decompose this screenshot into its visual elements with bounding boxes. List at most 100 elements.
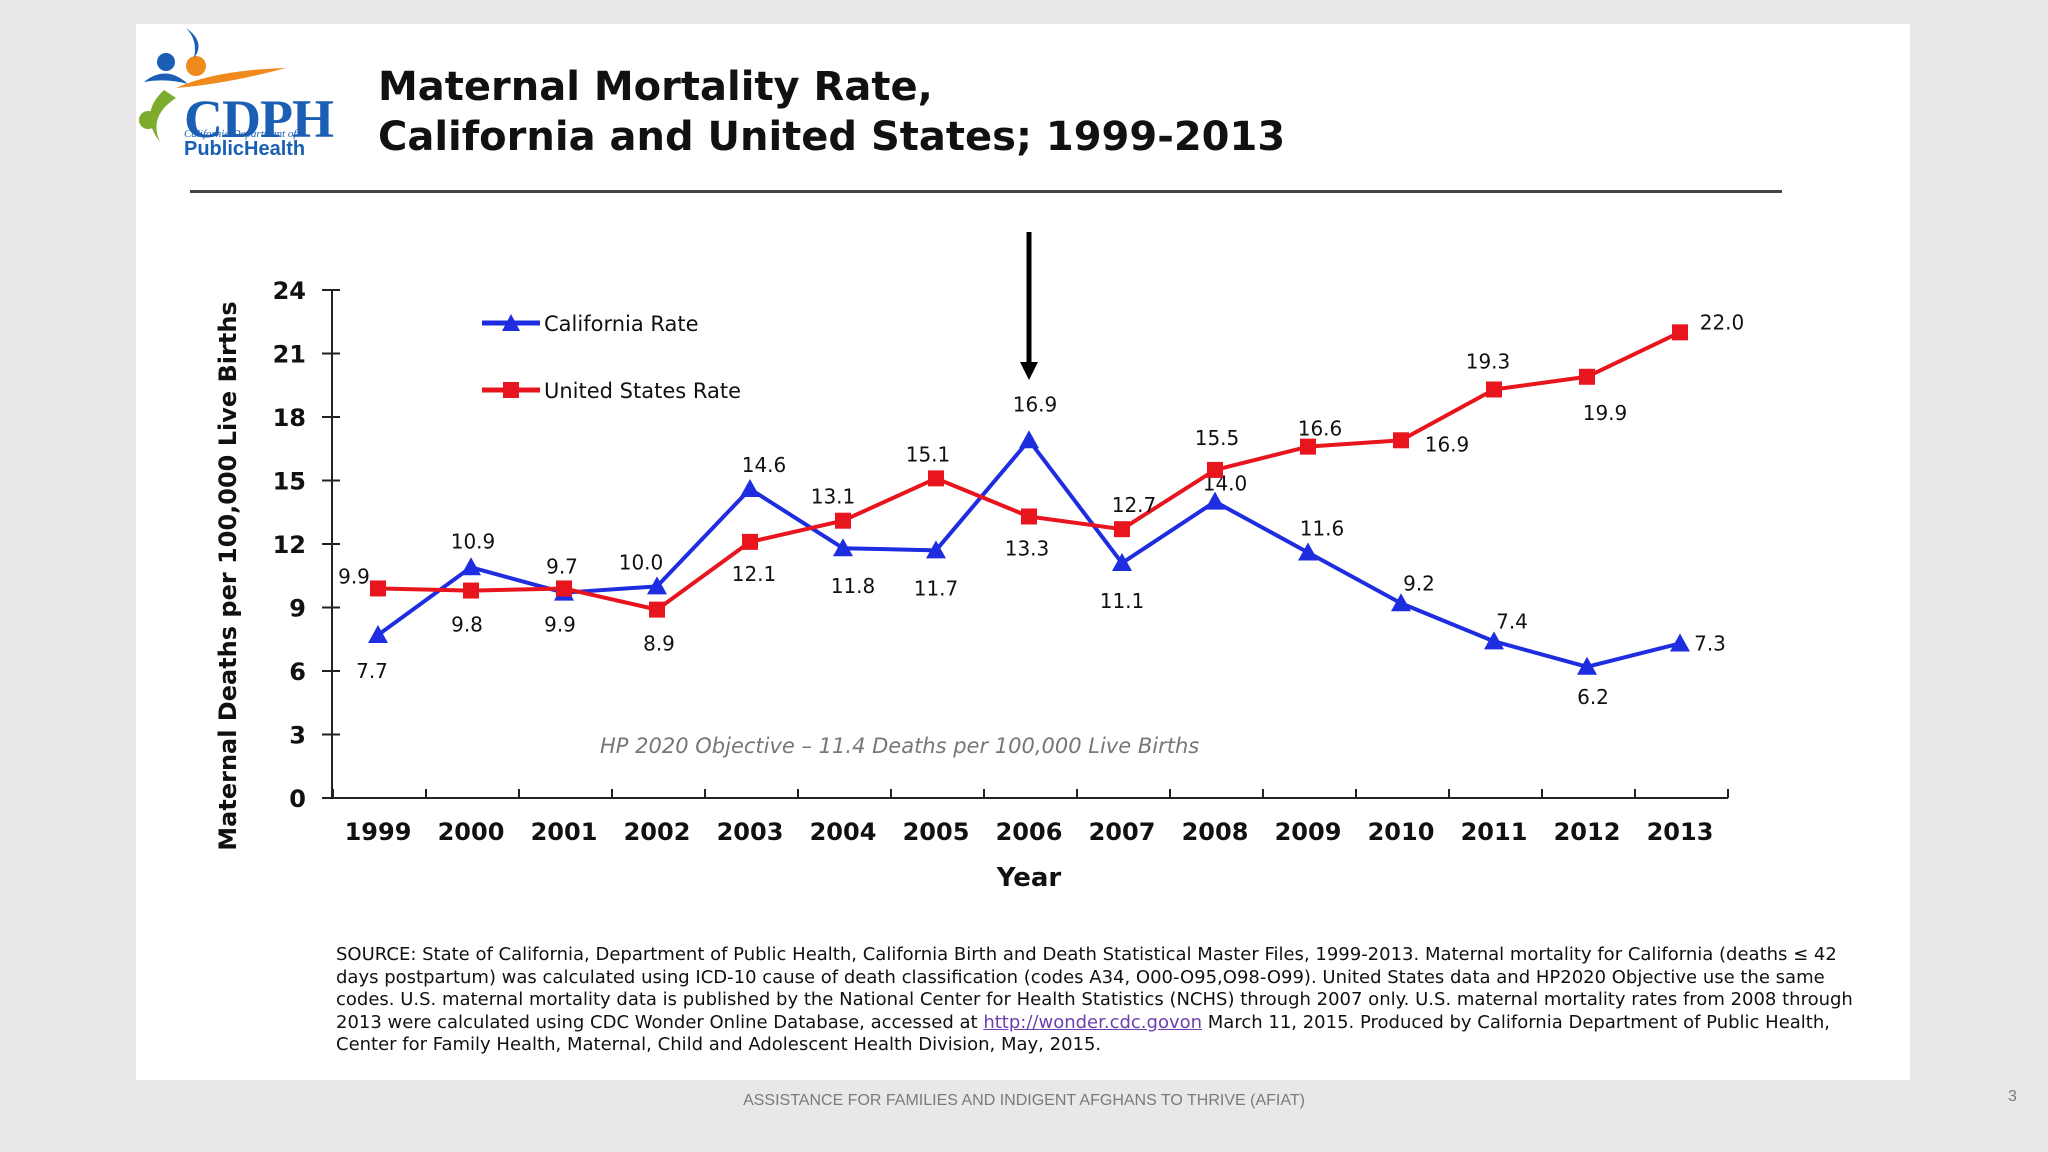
footer-text: ASSISTANCE FOR FAMILIES AND INDIGENT AFG… (743, 1092, 1305, 1109)
data-point-ca (1112, 553, 1132, 572)
data-point-ca (1484, 631, 1504, 650)
x-axis-title: Year (996, 863, 1062, 893)
data-point-us (556, 580, 572, 597)
data-point-us (1114, 521, 1130, 538)
data-point-us (1486, 381, 1502, 398)
data-point-ca (1019, 430, 1039, 449)
x-tick-label: 2010 (1368, 818, 1435, 846)
y-axis-title: Maternal Deaths per 100,000 Live Births (214, 301, 242, 850)
y-tick-label: 6 (289, 658, 306, 686)
y-tick-label: 24 (273, 277, 306, 305)
data-label: 10.9 (451, 529, 496, 553)
y-tick-label: 15 (273, 468, 306, 496)
data-label: 16.9 (1013, 392, 1058, 416)
data-point-us (1300, 438, 1316, 455)
data-point-us (742, 533, 758, 550)
x-tick-label: 2001 (531, 818, 598, 846)
x-tick-label: 2004 (810, 818, 877, 846)
data-label: 8.9 (643, 632, 675, 656)
data-point-us (1207, 461, 1223, 478)
data-label: 22.0 (1700, 310, 1745, 334)
logo-text: CDPH (184, 89, 334, 149)
data-point-ca (368, 625, 388, 644)
data-label: 11.8 (831, 574, 876, 598)
source-text-end: March 11, 2015. Produced by California D… (336, 1011, 1830, 1056)
title-divider (190, 190, 1782, 193)
logo-figure-green (149, 90, 176, 142)
line-chart: 0 3 6 9 12 15 18 21 24 1999 2000 2001 2002 2003 2004 20… (214, 232, 1745, 893)
y-tick-label: 9 (289, 595, 306, 623)
y-tick-label: 21 (273, 341, 306, 369)
data-point-ca (926, 540, 946, 559)
y-tick-label: 3 (289, 722, 306, 750)
data-label: 19.9 (1583, 401, 1628, 425)
x-tick-label: 1999 (345, 818, 412, 846)
data-point-ca (1298, 542, 1318, 561)
x-tick-label: 2008 (1182, 818, 1249, 846)
data-point-us (370, 580, 386, 597)
data-label: 19.3 (1466, 349, 1511, 373)
x-tick-label: 2013 (1647, 818, 1714, 846)
data-point-ca (1205, 491, 1225, 510)
hp2020-annotation: HP 2020 Objective – 11.4 Deaths per 100,… (600, 734, 1199, 758)
source-link[interactable]: http://wonder.cdc.govon (983, 1011, 1203, 1033)
data-label: 9.9 (544, 612, 576, 636)
data-label: 9.8 (451, 613, 483, 637)
data-label: 11.6 (1300, 516, 1345, 540)
data-label: 13.3 (1005, 536, 1050, 560)
legend-label-1: United States Rate (544, 379, 741, 403)
logo-figure-orange-head (186, 56, 206, 76)
x-tick-label: 2000 (438, 818, 505, 846)
slide: CDPH California Department of PublicHeal… (136, 24, 1910, 1080)
source-note: SOURCE: State of California, Department … (336, 944, 1876, 1057)
x-tick-label: 2007 (1089, 818, 1156, 846)
data-point-us (835, 512, 851, 529)
cdph-logo (139, 28, 286, 142)
logo-figure-orange-arm (176, 68, 286, 88)
data-label: 7.4 (1496, 609, 1528, 633)
data-point-ca (1670, 633, 1690, 652)
data-label: 11.7 (914, 576, 959, 600)
data-point-us (463, 582, 479, 599)
data-point-us (1579, 368, 1595, 385)
data-label: 9.2 (1403, 571, 1435, 595)
x-tick-label: 2009 (1275, 818, 1342, 846)
data-label: 9.7 (546, 555, 578, 579)
legend-label-0: California Rate (544, 312, 699, 336)
legend-marker-1 (503, 382, 519, 398)
x-tick-label: 2012 (1554, 818, 1621, 846)
logo-figure-blue-head (157, 53, 175, 71)
pointer-arrow-head (1020, 362, 1038, 380)
slide-title-line-1: Maternal Mortality Rate, (378, 64, 933, 110)
x-tick-label: 2011 (1461, 818, 1528, 846)
legend-marker-0 (502, 314, 520, 331)
data-point-ca (740, 478, 760, 497)
logo-subtitle: California Department of (184, 128, 297, 140)
data-label: 12.1 (732, 562, 777, 586)
x-tick-label: 2005 (903, 818, 970, 846)
y-tick-label: 0 (289, 785, 306, 813)
source-text: SOURCE: State of California, Department … (336, 944, 1853, 1033)
data-label: 6.2 (1577, 685, 1609, 709)
data-label: 7.3 (1694, 631, 1726, 655)
data-point-ca (461, 557, 481, 576)
data-label: 13.1 (811, 485, 856, 509)
data-point-us (1672, 324, 1688, 341)
logo-figure-flame (186, 28, 199, 58)
data-label: 9.9 (338, 564, 370, 588)
logo-public-health: PublicHealth (184, 138, 306, 160)
y-tick-label: 12 (273, 531, 306, 559)
data-label: 16.6 (1298, 417, 1343, 441)
data-label: 14.6 (742, 453, 787, 477)
x-tick-label: 2003 (717, 818, 784, 846)
data-label: 15.5 (1195, 426, 1240, 450)
logo-figure-green-head (139, 111, 157, 129)
logo-figure-blue-arm (144, 73, 188, 84)
data-point-us (1393, 432, 1409, 449)
data-label: 16.9 (1425, 432, 1470, 456)
data-label: 7.7 (356, 659, 388, 683)
data-label: 15.1 (906, 442, 951, 466)
data-point-ca (833, 538, 853, 557)
slide-title-line-2: California and United States; 1999-2013 (378, 114, 1286, 160)
data-point-ca (647, 576, 667, 595)
